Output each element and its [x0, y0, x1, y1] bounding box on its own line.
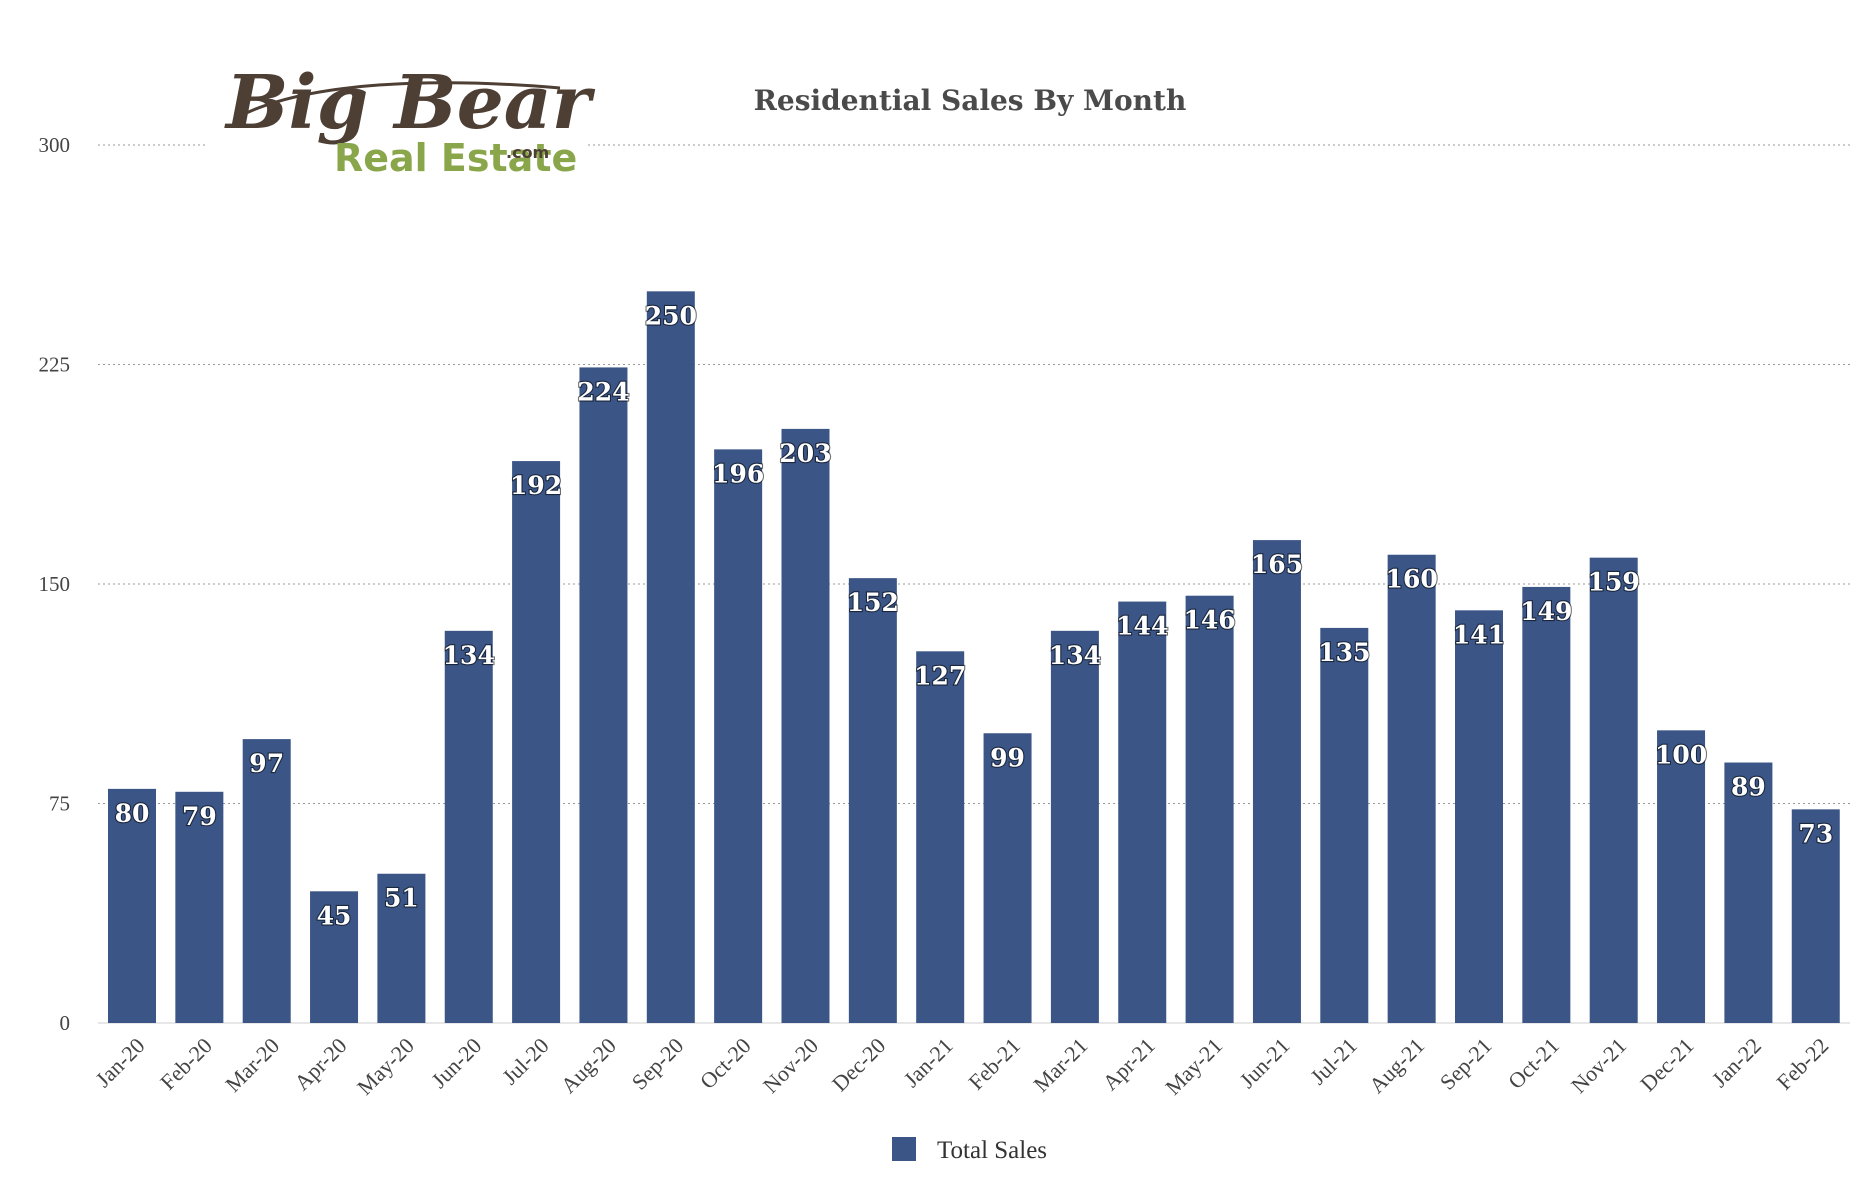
x-tick-label: Nov-20: [758, 1033, 823, 1098]
x-tick-label: Dec-21: [1635, 1033, 1698, 1096]
x-tick-label: Oct-20: [695, 1033, 756, 1094]
logo-line1: Big Bear: [224, 60, 596, 146]
data-label: 79: [182, 802, 217, 831]
bar: [1522, 586, 1571, 1023]
legend-label: Total Sales: [937, 1137, 1047, 1164]
bar: [175, 791, 224, 1023]
data-label: 135: [1318, 638, 1370, 667]
data-label: 159: [1588, 568, 1640, 597]
legend: Total Sales: [892, 1137, 1047, 1164]
x-tick-label: Jul-21: [1305, 1033, 1362, 1090]
x-tick-label: Jun-20: [426, 1033, 486, 1093]
data-label: 134: [443, 641, 495, 670]
x-tick-label: Aug-20: [556, 1033, 621, 1098]
x-tick-label: Oct-21: [1503, 1033, 1564, 1094]
bar: [377, 873, 426, 1023]
bar: [781, 428, 830, 1023]
bar: [579, 367, 628, 1024]
big-bear-real-estate-logo: Big Bear Real Estate .com: [205, 60, 596, 182]
x-tick-label: Jun-21: [1234, 1033, 1294, 1093]
bar: [1050, 630, 1099, 1023]
bar: [1724, 762, 1773, 1023]
x-tick-label: Feb-21: [963, 1033, 1025, 1095]
bar: [916, 651, 965, 1023]
x-tick-label: Apr-20: [289, 1033, 351, 1095]
logo-suffix: .com: [506, 143, 549, 162]
y-tick-label: 150: [39, 572, 71, 596]
bar: [108, 788, 156, 1023]
x-tick-label: Dec-20: [827, 1033, 890, 1096]
data-label: 224: [577, 377, 629, 406]
bar: [444, 630, 493, 1023]
data-label: 149: [1520, 597, 1572, 626]
y-axis-labels: 0 75 150 225 300: [39, 133, 71, 1035]
y-tick-label: 300: [39, 133, 71, 157]
x-tick-label: Sep-21: [1435, 1033, 1497, 1095]
x-tick-label: May-21: [1160, 1033, 1227, 1100]
data-label: 141: [1453, 620, 1505, 649]
chart-title: Residential Sales By Month: [754, 84, 1187, 117]
data-label: 160: [1386, 565, 1438, 594]
bar: [714, 449, 763, 1024]
legend-swatch: [892, 1137, 916, 1161]
data-label: 99: [990, 743, 1025, 772]
bar: [848, 578, 897, 1023]
x-tick-label: Sep-20: [627, 1033, 689, 1095]
data-labels: 80 79 97 45 51 134 192 224 250 196 203 152 127 99 134 1…: [114, 300, 1835, 931]
bar: [646, 291, 695, 1023]
data-label: 203: [779, 439, 831, 468]
y-tick-label: 75: [49, 792, 70, 816]
data-label: 73: [1798, 819, 1833, 848]
data-label: 146: [1184, 606, 1236, 635]
data-label: 45: [317, 901, 352, 930]
bar: [1387, 554, 1436, 1023]
bar: [1320, 627, 1369, 1023]
data-label: 144: [1116, 612, 1168, 641]
bar: [1252, 540, 1301, 1023]
data-label: 196: [712, 459, 764, 488]
data-label: 134: [1049, 641, 1101, 670]
data-label: 100: [1655, 740, 1707, 769]
data-label: 192: [510, 471, 562, 500]
logo-line2: Real Estate: [334, 136, 577, 180]
data-label: 152: [847, 588, 899, 617]
x-tick-label: Feb-22: [1772, 1033, 1834, 1095]
x-tick-label: Jan-22: [1707, 1033, 1766, 1092]
bar: [1657, 730, 1706, 1023]
data-label: 250: [645, 301, 697, 330]
x-tick-label: Jul-20: [497, 1033, 554, 1090]
bar: [310, 891, 359, 1023]
bars: [108, 291, 1840, 1024]
x-tick-label: Jan-20: [90, 1033, 149, 1092]
y-tick-label: 225: [39, 353, 71, 377]
data-label: 127: [914, 661, 966, 690]
x-tick-label: Aug-21: [1364, 1033, 1429, 1098]
bar: [1185, 595, 1234, 1023]
x-tick-label: May-20: [352, 1033, 419, 1100]
bar: [512, 461, 561, 1024]
data-label: 165: [1251, 550, 1303, 579]
x-tick-label: Apr-21: [1097, 1033, 1159, 1095]
y-tick-label: 0: [60, 1011, 71, 1035]
bar: [242, 739, 291, 1023]
x-tick-label: Feb-20: [155, 1033, 217, 1095]
x-tick-label: Nov-21: [1566, 1033, 1631, 1098]
bar: [1589, 557, 1638, 1023]
x-tick-label: Jan-21: [899, 1033, 958, 1092]
x-tick-label: Mar-21: [1028, 1033, 1092, 1097]
data-label: 97: [249, 749, 284, 778]
bar: [983, 733, 1032, 1023]
x-axis-labels: Jan-20 Feb-20 Mar-20 Apr-20 May-20 Jun-20 Jul-…: [90, 1033, 1833, 1100]
data-label: 89: [1731, 773, 1766, 802]
bar: [1455, 610, 1503, 1023]
x-tick-label: Mar-20: [220, 1033, 284, 1097]
data-label: 80: [115, 799, 150, 828]
bar: [1118, 601, 1167, 1023]
data-label: 51: [384, 884, 419, 913]
bar: [1791, 809, 1840, 1023]
